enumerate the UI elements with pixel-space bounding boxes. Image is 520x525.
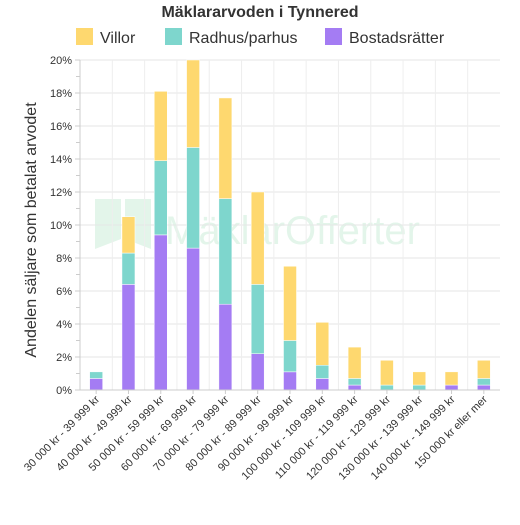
watermark: MäklarOfferter (95, 199, 420, 253)
legend: Villor Radhus/parhus Bostadsrätter (76, 28, 445, 47)
y-tick-label: 20% (50, 55, 72, 67)
watermark-text: MäklarOfferter (165, 209, 420, 253)
bar-segment (283, 266, 297, 341)
bar-segment (347, 378, 362, 386)
bar-segment (218, 303, 233, 391)
bar-segment (121, 252, 136, 285)
bar-segment (315, 322, 330, 366)
bar-segment (154, 160, 168, 236)
bar-segment (315, 378, 330, 391)
y-tick-label: 10% (50, 220, 72, 232)
y-axis-title: Andelen säljare som betalat arvodet (23, 102, 40, 358)
bar-segment (121, 216, 136, 254)
y-tick-label: 6% (56, 286, 72, 298)
bar-segment (218, 97, 233, 199)
y-tick-label: 16% (50, 121, 72, 133)
bar-segment (380, 360, 394, 386)
bar-segment (412, 384, 426, 391)
bar-segment (89, 371, 103, 379)
grid (80, 59, 500, 391)
y-tick-label: 14% (50, 154, 72, 166)
legend-swatch (325, 28, 342, 45)
y-tick-label: 8% (56, 253, 72, 265)
bar-segment (121, 284, 136, 391)
bar-segment (444, 384, 459, 391)
y-axis: 0% 2% 4% 6% 8% 10% 12% 14% 16% 18% 20% (50, 55, 81, 397)
legend-label: Villor (100, 30, 136, 47)
bar-segment (186, 59, 200, 148)
bar-segment (283, 340, 297, 373)
bar-segment (380, 384, 394, 391)
bar-segment (315, 365, 330, 379)
bar-segment (347, 384, 362, 391)
chart-title: Mäklararvoden i Tynnered (161, 4, 358, 21)
y-tick-label: 18% (50, 88, 72, 100)
bar-segment (154, 234, 168, 391)
y-tick-label: 2% (56, 352, 72, 364)
bar-segment (186, 147, 200, 249)
legend-swatch (165, 28, 182, 45)
bar-segment (218, 198, 233, 305)
bar-segment (477, 378, 491, 386)
bar-segment (250, 191, 265, 285)
y-tick-label: 4% (56, 319, 72, 331)
legend-label: Bostadsrätter (349, 30, 445, 47)
bar-segment (89, 378, 103, 391)
legend-swatch (76, 28, 93, 45)
y-tick-label: 0% (56, 385, 72, 397)
bar-segment (347, 346, 362, 379)
bar-segment (250, 284, 265, 354)
bar-segment (283, 371, 297, 391)
legend-label: Radhus/parhus (189, 30, 298, 47)
bars (89, 59, 491, 391)
y-tick-label: 12% (50, 187, 72, 199)
bar-segment (154, 91, 168, 161)
bar-segment (412, 371, 426, 386)
bar-segment (186, 247, 200, 391)
bar-segment (444, 371, 459, 386)
bar-segment (477, 360, 491, 379)
bar-segment (250, 353, 265, 391)
bar-segment (477, 384, 491, 391)
